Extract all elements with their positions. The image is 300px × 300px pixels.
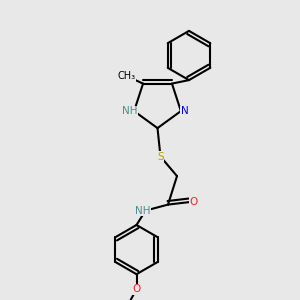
Text: NH: NH [122, 106, 137, 116]
Text: CH₃: CH₃ [118, 71, 136, 81]
Text: O: O [189, 196, 198, 207]
Text: S: S [157, 152, 164, 162]
Text: O: O [132, 284, 141, 294]
Text: N: N [181, 106, 188, 116]
Text: NH: NH [135, 206, 151, 216]
